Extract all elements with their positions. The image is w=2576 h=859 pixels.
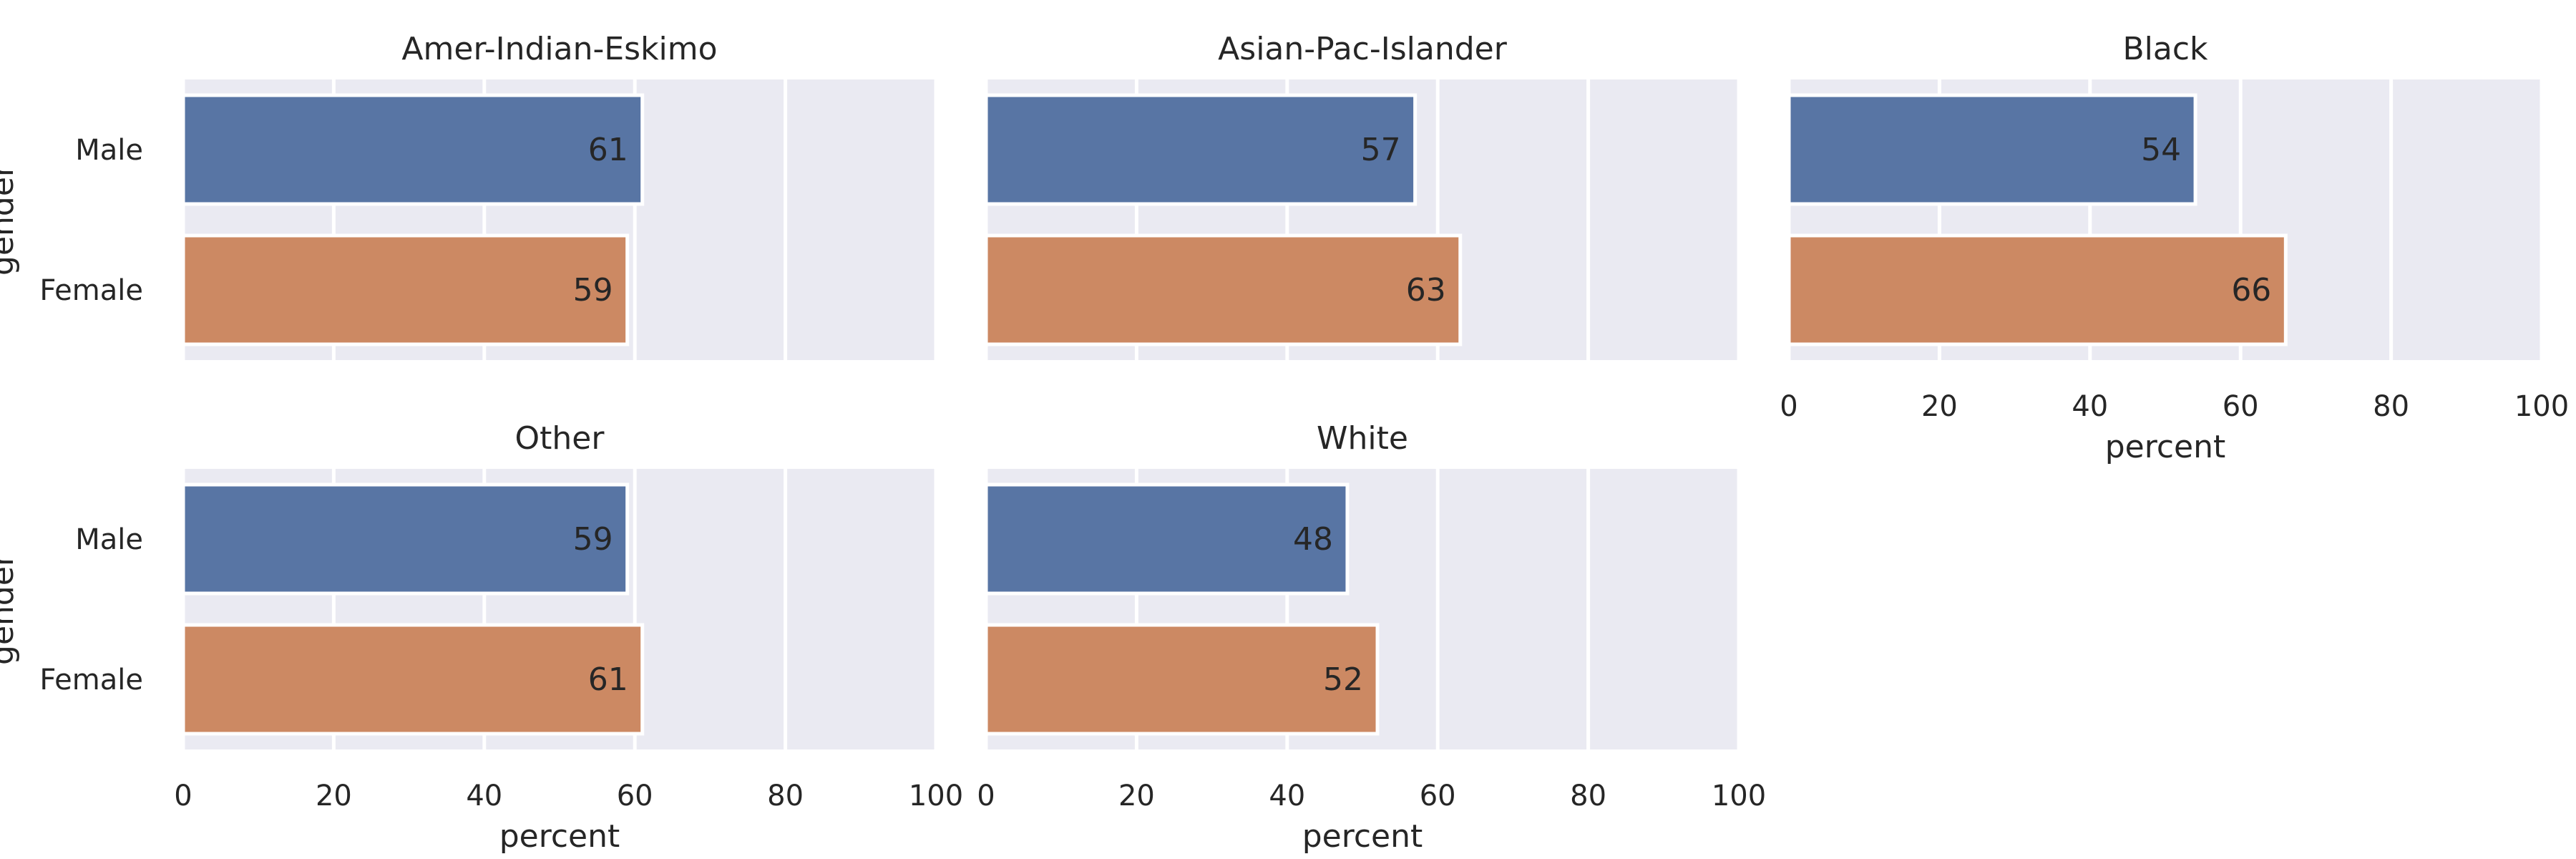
y-tick-label: Female — [39, 664, 143, 697]
bar-male — [984, 93, 1418, 206]
y-axis-label: gender — [0, 553, 21, 665]
bar-value-label: 52 — [1323, 661, 1363, 698]
bar-value-label: 48 — [1293, 521, 1333, 558]
bar-female — [181, 623, 645, 736]
x-tick-label: 40 — [1269, 780, 1305, 812]
x-tick-label: 60 — [617, 780, 653, 812]
bar-value-label: 61 — [588, 132, 628, 168]
x-tick-label: 80 — [2373, 390, 2409, 423]
x-tick-label: 40 — [466, 780, 502, 812]
facet-title: Amer-Indian-Eskimo — [401, 31, 717, 67]
x-tick-label: 40 — [2072, 390, 2108, 423]
x-tick-label: 60 — [1420, 780, 1456, 812]
x-tick-label: 80 — [767, 780, 804, 812]
x-tick-label: 0 — [174, 780, 192, 812]
x-axis-label: percent — [499, 818, 620, 855]
bar-value-label: 54 — [2141, 132, 2181, 168]
y-tick-label: Male — [75, 134, 143, 167]
facet-title: White — [1317, 420, 1408, 457]
bar-male — [181, 93, 645, 206]
bar-male — [181, 482, 630, 596]
x-tick-label: 100 — [1712, 780, 1766, 812]
x-tick-label: 20 — [1118, 780, 1155, 812]
y-axis-label: gender — [0, 163, 21, 276]
facet-title: Other — [515, 420, 605, 457]
x-tick-label: 0 — [1780, 390, 1797, 423]
bar-value-label: 57 — [1361, 132, 1401, 168]
x-axis-label: percent — [1302, 818, 1423, 855]
bar-value-label: 61 — [588, 661, 628, 698]
x-tick-label: 60 — [2223, 390, 2259, 423]
bar-value-label: 66 — [2231, 272, 2271, 309]
bar-value-label: 63 — [1406, 272, 1446, 309]
bar-male — [1787, 93, 2197, 206]
x-tick-label: 20 — [316, 780, 352, 812]
x-axis-label: percent — [2105, 429, 2226, 465]
x-tick-label: 0 — [977, 780, 995, 812]
bar-female — [181, 233, 630, 346]
bar-female — [1787, 233, 2288, 346]
x-tick-label: 100 — [2514, 390, 2569, 423]
bar-value-label: 59 — [573, 521, 613, 558]
bar-female — [984, 623, 1380, 736]
y-tick-label: Female — [39, 274, 143, 307]
x-tick-label: 100 — [909, 780, 963, 812]
y-tick-label: Male — [75, 523, 143, 556]
x-tick-label: 80 — [1570, 780, 1606, 812]
bar-value-label: 59 — [573, 272, 613, 309]
x-tick-label: 20 — [1921, 390, 1958, 423]
bar-female — [984, 233, 1463, 346]
bar-male — [984, 482, 1350, 596]
facet-title: Asian-Pac-Islander — [1218, 31, 1508, 67]
facet-title: Black — [2122, 31, 2208, 67]
